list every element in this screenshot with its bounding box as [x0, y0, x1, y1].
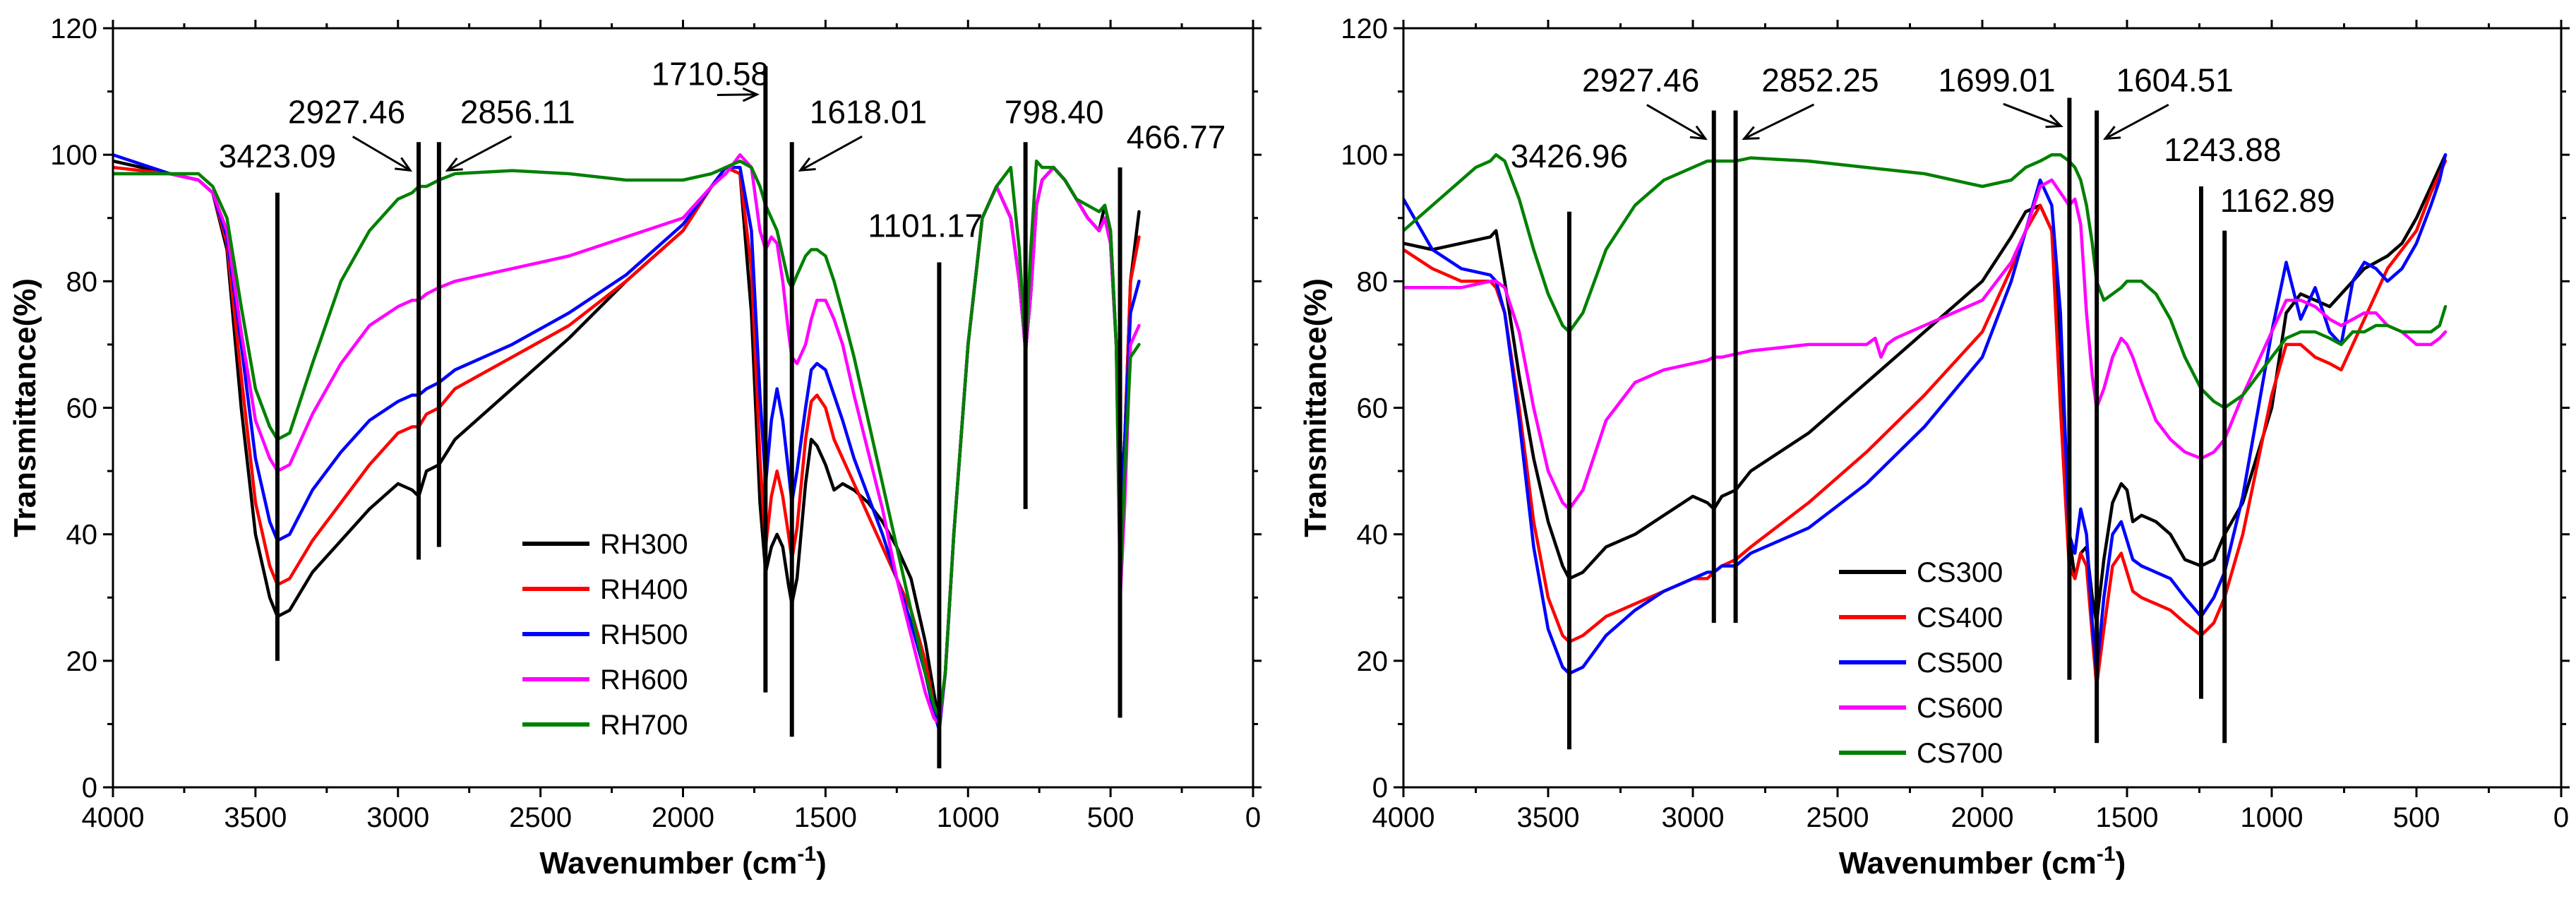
x-tick-label: 500: [2393, 802, 2440, 833]
y-axis-title: Transmittance(%): [8, 278, 42, 537]
x-axis-title: Wavenumber (cm-1): [1839, 842, 2126, 881]
peak-arrow: [447, 135, 513, 172]
peak-arrow-head: [395, 157, 413, 172]
series-line-cs600: [1403, 178, 2448, 511]
peak-label: 1101.17: [868, 208, 983, 244]
peak-label: 2852.25: [1761, 62, 1879, 99]
series-group: [113, 153, 1141, 732]
peak-label: 2856.11: [460, 93, 575, 130]
peak-arrow: [1646, 104, 1706, 140]
y-tick-label: 20: [1357, 646, 1389, 677]
legend-label: RH300: [600, 529, 688, 560]
x-tick-label: 2500: [1807, 802, 1869, 833]
x-axis-title-end: ): [2116, 846, 2126, 881]
peak-arrow-head: [742, 87, 760, 102]
x-axis-title-text: Wavenumber (cm: [539, 846, 797, 881]
y-axis-title: Transmittance(%): [1298, 278, 1333, 537]
peak-arrow-head: [798, 157, 816, 172]
y-tick-label: 100: [50, 140, 97, 171]
x-tick-label: 0: [1245, 802, 1261, 833]
peak-arrow: [800, 135, 863, 172]
x-axis-title-end: ): [816, 846, 827, 881]
rh-ftir-chart: 4000 3500 3000 2500 2000 1500 1000 500 0 0 20 40 60 8…: [8, 13, 1262, 881]
legend: RH300 RH400 RH500 RH600 RH700: [522, 529, 688, 741]
x-tick-label: 3000: [1662, 802, 1725, 833]
y-tick-label: 80: [1357, 266, 1389, 297]
y-tick-label: 20: [66, 646, 98, 677]
cs-ftir-chart: 4000 3500 3000 2500 2000 1500 1000 500 0 0 20 40 60 8…: [1298, 13, 2570, 881]
peak-label: 466.77: [1127, 119, 1226, 155]
series-line-cs400: [1403, 159, 2448, 688]
peak-label: 798.40: [1005, 93, 1104, 130]
y-tick-label: 0: [1372, 772, 1388, 804]
legend-label: CS300: [1917, 557, 2003, 588]
x-tick-label: 2500: [509, 802, 572, 833]
series-line-cs300: [1403, 153, 2448, 625]
peak-label: 1162.89: [2220, 182, 2335, 219]
x-tick-label: 500: [1087, 802, 1134, 833]
peak-arrow-head: [1742, 126, 1760, 141]
peak-label: 3423.09: [219, 138, 336, 174]
peak-arrow-head: [2045, 114, 2063, 129]
peak-label: 1618.01: [810, 93, 927, 130]
legend-label: CS400: [1917, 602, 2003, 633]
peak-label: 1699.01: [1938, 62, 2055, 99]
peak-arrow: [2104, 103, 2169, 140]
legend-label: RH600: [600, 664, 688, 696]
y-tick-label: 40: [66, 520, 98, 551]
y-tick-label: 80: [66, 266, 98, 297]
x-tick-label: 2000: [652, 802, 714, 833]
x-axis-title-text: Wavenumber (cm: [1839, 846, 2097, 881]
peak-arrow: [2003, 102, 2061, 127]
x-tick-label: 1000: [937, 802, 1000, 833]
series-line-cs700: [1403, 153, 2448, 410]
y-tick-label: 60: [1357, 393, 1389, 424]
peak-arrow-head: [1689, 125, 1708, 141]
peak-label: 2927.46: [1582, 62, 1699, 99]
x-tick-label: 4000: [1372, 802, 1435, 833]
x-tick-label: 3000: [366, 802, 429, 833]
series-line-cs500: [1403, 153, 2448, 676]
x-tick-label: 3500: [224, 802, 287, 833]
legend-label: RH700: [600, 710, 688, 741]
peak-label: 3426.96: [1511, 138, 1628, 174]
peak-arrow-head: [445, 157, 463, 172]
y-tick-label: 100: [1341, 140, 1388, 171]
legend-label: RH500: [600, 619, 688, 650]
x-tick-label: 2000: [1951, 802, 2014, 833]
x-tick-label: 1000: [2241, 802, 2304, 833]
legend-label: CS500: [1917, 648, 2003, 679]
peak-label: 1604.51: [2116, 62, 2234, 99]
legend-label: CS600: [1917, 693, 2003, 724]
legend-label: CS700: [1917, 738, 2003, 769]
legend: CS300 CS400 CS500 CS600 CS700: [1839, 557, 2003, 769]
peak-arrow: [352, 136, 411, 172]
series-group: [1403, 153, 2448, 688]
x-axis-title-superscript: -1: [2097, 842, 2116, 866]
x-tick-label: 4000: [82, 802, 145, 833]
series-line-rh600: [113, 153, 1141, 726]
peak-label: 2927.46: [288, 93, 405, 130]
y-tick-label: 60: [66, 393, 98, 424]
legend-label: RH400: [600, 574, 688, 605]
peak-arrow-head: [2102, 126, 2121, 141]
y-tick-label: 40: [1357, 520, 1389, 551]
x-axis-title-superscript: -1: [797, 842, 816, 866]
series-line-rh700: [113, 159, 1141, 720]
y-tick-label: 120: [1341, 13, 1388, 44]
x-tick-label: 3500: [1517, 802, 1580, 833]
peak-label: 1243.88: [2164, 131, 2281, 168]
y-tick-label: 0: [82, 772, 97, 804]
x-tick-label: 0: [2553, 802, 2569, 833]
x-axis-title: Wavenumber (cm-1): [539, 842, 826, 881]
x-tick-label: 1500: [794, 802, 857, 833]
peak-arrow: [1743, 103, 1815, 140]
peak-label: 1710.58: [652, 56, 769, 93]
y-tick-label: 120: [50, 13, 97, 44]
x-tick-label: 1500: [2096, 802, 2159, 833]
